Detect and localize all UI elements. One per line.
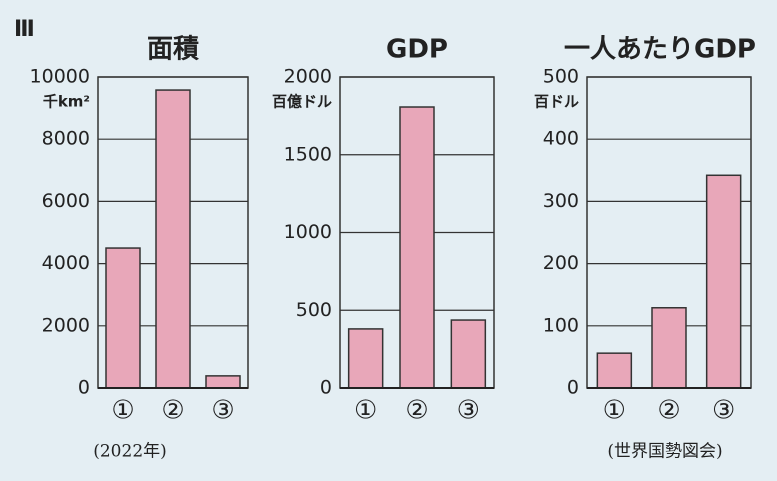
bar (651, 307, 687, 389)
y-axis-unit: 百億ドル (272, 93, 332, 111)
chart-title: 面積 (147, 35, 199, 65)
y-tick-label: 400 (543, 128, 579, 150)
y-tick-label: 10000 (30, 66, 90, 88)
chart-title: 一人あたりGDP (564, 35, 756, 65)
y-tick-label: 200 (543, 252, 579, 274)
y-tick-label: 4000 (42, 252, 90, 274)
x-tick-label: ② (161, 396, 184, 426)
y-tick-label: 0 (78, 377, 90, 399)
bar (347, 328, 384, 389)
y-tick-label: 500 (543, 66, 579, 88)
y-tick-label: 100 (543, 314, 579, 336)
section-label: Ⅲ (14, 17, 35, 42)
bar (155, 89, 191, 389)
y-axis-unit: 百ドル (534, 93, 579, 111)
x-tick-label: ② (405, 396, 428, 426)
y-tick-label: 1000 (284, 221, 332, 243)
bar (205, 375, 241, 389)
y-tick-label: 6000 (42, 190, 90, 212)
y-tick-label: 8000 (42, 128, 90, 150)
source-note: (世界国勢図会) (607, 442, 722, 462)
x-tick-label: ③ (712, 396, 735, 426)
y-tick-label: 1500 (284, 143, 332, 165)
x-tick-label: ② (657, 396, 680, 426)
bar (705, 174, 742, 389)
bar (399, 106, 435, 389)
y-tick-label: 0 (567, 377, 579, 399)
bar (105, 247, 141, 389)
bar (450, 319, 487, 389)
x-tick-label: ① (603, 396, 626, 426)
y-tick-label: 2000 (42, 314, 90, 336)
x-tick-label: ① (354, 396, 377, 426)
chart-title: GDP (386, 35, 448, 65)
bar (596, 352, 633, 389)
y-tick-label: 500 (296, 299, 332, 321)
x-tick-label: ③ (211, 396, 234, 426)
y-axis-unit: 千km² (43, 93, 90, 111)
x-tick-label: ① (111, 396, 134, 426)
year-note: (2022年) (93, 442, 167, 462)
y-tick-label: 2000 (284, 66, 332, 88)
x-tick-label: ③ (457, 396, 480, 426)
y-tick-label: 300 (543, 190, 579, 212)
y-tick-label: 0 (320, 377, 332, 399)
